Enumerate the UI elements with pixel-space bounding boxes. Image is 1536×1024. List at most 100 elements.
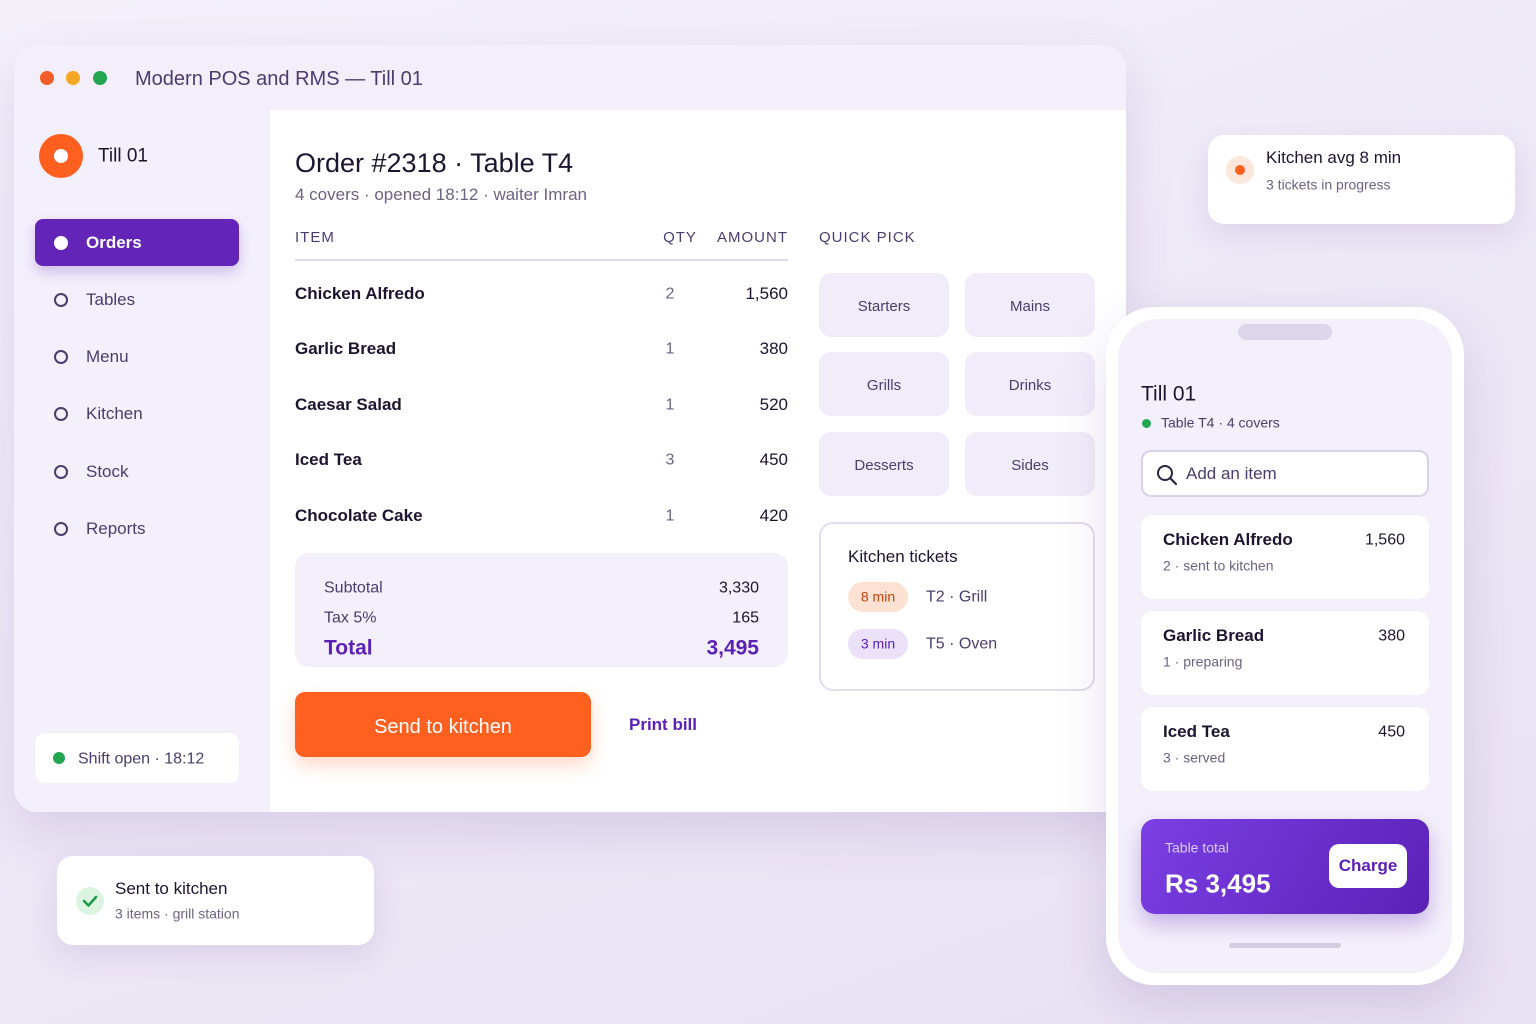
quick-pick-tile[interactable] <box>965 432 1095 496</box>
total-value: 165 <box>732 609 759 627</box>
nav-icon <box>54 407 68 421</box>
phone-item-card[interactable] <box>1141 515 1429 599</box>
phone-item-amount: 380 <box>1378 627 1405 645</box>
item-name: Garlic Bread <box>295 339 397 359</box>
sidebar <box>14 110 270 812</box>
phone-item-amount: 450 <box>1378 723 1405 741</box>
title-bar <box>14 45 1126 110</box>
status-dot <box>1142 419 1151 428</box>
notification-card <box>57 856 374 945</box>
check-path <box>82 895 98 907</box>
item-name: Chicken Alfredo <box>295 283 425 303</box>
phone-item-amount: 1,560 <box>1364 531 1405 549</box>
ticket-time: 8 min <box>860 588 896 605</box>
total-card-label: Table total <box>1165 839 1229 856</box>
item-qty: 1 <box>665 396 675 414</box>
search-icon <box>1155 463 1179 487</box>
brand-logo-dot <box>54 149 68 163</box>
item-amount: 1,560 <box>745 283 788 303</box>
search-handle <box>1168 476 1178 486</box>
card-title: Kitchen tickets <box>848 546 958 566</box>
phone-item-card[interactable] <box>1141 611 1429 695</box>
phone-item-card[interactable] <box>1141 707 1429 791</box>
notification-card <box>1208 135 1515 224</box>
quick-pick-tile[interactable] <box>965 273 1095 337</box>
check-mark <box>82 895 98 907</box>
quick-pick-label[interactable]: Starters <box>857 298 911 315</box>
search-glyph <box>1157 465 1178 486</box>
totals-box <box>295 553 788 667</box>
window-control[interactable] <box>66 71 80 85</box>
nav-active[interactable] <box>35 219 239 266</box>
window-control[interactable] <box>40 71 54 85</box>
nav-icon <box>54 465 68 479</box>
time-pill <box>848 582 908 612</box>
quick-pick-tile[interactable] <box>819 432 949 496</box>
item-qty: 2 <box>665 285 675 303</box>
total-label: Subtotal <box>324 579 383 597</box>
notification-text: 3 tickets in progress <box>1266 176 1391 193</box>
ticket-label: T5 · Oven <box>926 635 998 653</box>
notification-dot <box>1235 165 1245 175</box>
quick-pick-label[interactable]: Sides <box>1011 457 1049 474</box>
phone-item-status: 3 · served <box>1163 749 1226 766</box>
item-qty: 1 <box>665 507 675 524</box>
item-name: Caesar Salad <box>295 394 402 414</box>
send-button[interactable] <box>295 692 591 757</box>
nav-item[interactable]: Stock <box>86 461 129 481</box>
column-header: ITEM <box>295 229 335 246</box>
nav-item[interactable]: Reports <box>86 518 146 538</box>
total-card-value: Rs 3,495 <box>1165 868 1271 899</box>
item-qty: 3 <box>665 451 675 469</box>
nav-item[interactable]: Kitchen <box>86 403 143 423</box>
divider <box>295 259 788 261</box>
window-control[interactable] <box>93 71 107 85</box>
phone-item-name: Chicken Alfredo <box>1163 529 1293 549</box>
charge-label[interactable]: Charge <box>1338 855 1398 875</box>
nav-icon <box>54 293 68 307</box>
check-icon <box>76 887 104 915</box>
item-amount: 520 <box>759 394 788 414</box>
search-lens <box>1157 465 1173 481</box>
home-indicator <box>1229 943 1341 948</box>
brand-name: Till 01 <box>98 145 148 167</box>
column-header: QTY <box>663 229 697 246</box>
total-label: Total <box>324 636 373 660</box>
phone-item-name: Garlic Bread <box>1163 625 1265 645</box>
notification-title: Sent to kitchen <box>115 878 228 898</box>
column-header: AMOUNT <box>717 229 788 246</box>
quick-pick-tile[interactable] <box>819 273 949 337</box>
time-pill <box>848 629 908 659</box>
order-title: Order #2318 · Table T4 <box>295 147 574 178</box>
phone-item-name: Iced Tea <box>1163 721 1230 741</box>
item-name: Iced Tea <box>295 449 362 469</box>
total-value: 3,495 <box>706 636 759 660</box>
status-dot <box>53 752 65 764</box>
item-qty: 1 <box>665 340 675 358</box>
total-value: 3,330 <box>718 579 759 597</box>
quick-pick-tile[interactable] <box>965 352 1095 416</box>
print-button[interactable]: Print bill <box>629 714 697 734</box>
quick-pick-tile[interactable] <box>819 352 949 416</box>
item-amount: 450 <box>759 449 788 469</box>
phone-status: Table T4 · 4 covers <box>1161 414 1280 431</box>
send-label[interactable]: Send to kitchen <box>374 716 512 738</box>
nav-item[interactable]: Tables <box>86 289 136 309</box>
quick-pick-label[interactable]: Mains <box>1009 298 1051 315</box>
search-field[interactable] <box>1141 450 1429 497</box>
quick-pick-label[interactable]: Grills <box>866 377 902 394</box>
quick-pick-label[interactable]: Drinks <box>1008 377 1052 394</box>
nav-icon <box>54 522 68 536</box>
phone-item-status: 2 · sent to kitchen <box>1163 557 1274 574</box>
item-amount: 380 <box>759 339 788 359</box>
ticket-label: T2 · Grill <box>926 588 988 606</box>
nav-item[interactable]: Menu <box>86 346 129 366</box>
total-label: Tax 5% <box>324 609 377 627</box>
charge-button[interactable] <box>1329 844 1407 888</box>
search-placeholder[interactable]: Add an item <box>1186 463 1277 483</box>
phone-item-status: 1 · preparing <box>1163 653 1243 670</box>
shift-text: Shift open · 18:12 <box>78 750 205 768</box>
nav-item[interactable]: Orders <box>86 232 142 252</box>
quick-pick-label[interactable]: Desserts <box>854 457 914 474</box>
